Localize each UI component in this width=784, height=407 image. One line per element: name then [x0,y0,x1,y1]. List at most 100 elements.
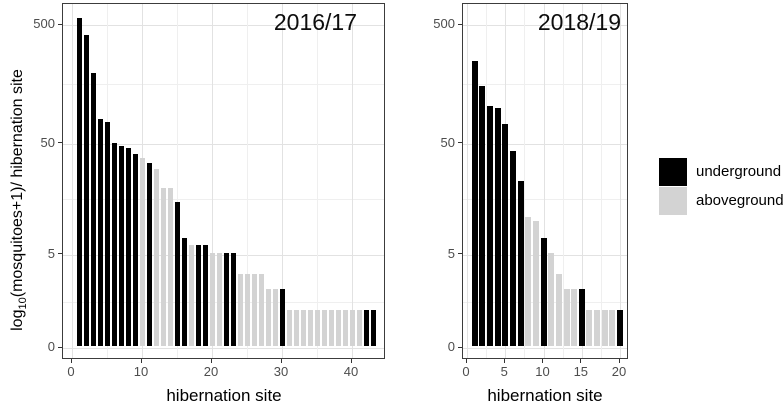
bar-site-18-underground [195,244,201,346]
bar-site-28-aboveground [265,288,271,346]
bar-site-17-aboveground [188,244,194,346]
y-axis-title-subscript: 10 [17,297,30,310]
minor-gridline-x [317,4,318,358]
bar-site-41-aboveground [356,310,362,346]
minor-gridline-y [63,84,384,86]
bar-site-16-aboveground [586,310,593,346]
bar-site-18-aboveground [601,310,608,346]
bar-site-4-underground [97,119,103,346]
y-axis-title-rest: (mosquitoes+1)/ hibernation site [8,69,26,298]
bar-site-12-aboveground [555,274,562,346]
bar-site-11-aboveground [548,252,555,346]
x-axis-title-left: hibernation site [166,386,282,405]
major-gridline-x [543,4,545,358]
bar-site-31-aboveground [286,310,292,346]
minor-gridline-y [63,199,384,201]
bar-site-10-aboveground [139,158,145,346]
bar-site-9-aboveground [532,221,539,346]
bar-site-2-underground [83,34,89,346]
bar-site-29-aboveground [272,288,278,346]
bar-site-16-underground [181,238,187,346]
bar-site-3-underground [90,73,96,346]
x-tick-label: 0 [67,364,75,379]
major-gridline-x [581,4,583,358]
y-tick-label: 50 [40,134,55,150]
x-tick-label: 10 [133,364,149,379]
y-tick-mark [458,346,462,348]
major-gridline-y [463,143,627,145]
y-tick-mark [458,253,462,255]
bar-site-5-underground [502,123,509,346]
bar-site-35-aboveground [314,310,320,346]
x-tick-label: 20 [611,364,627,379]
bar-site-9-underground [132,154,138,346]
bar-site-6-underground [509,150,516,346]
bar-site-34-aboveground [307,310,313,346]
major-gridline-y [63,348,384,349]
legend-label-underground: underground [696,163,782,180]
x-tick-label: 10 [535,364,550,379]
bar-site-25-aboveground [244,274,250,346]
legend-swatch-underground [659,158,687,186]
bar-site-39-aboveground [342,310,348,346]
x-tick-mark [618,359,620,363]
minor-gridline-y [463,84,627,86]
x-tick-label: 0 [462,364,470,379]
y-tick-label: 0 [447,339,455,354]
y-axis-title: log10(mosquitoes+1)/ hibernation site [9,69,29,331]
major-gridline-y [63,25,384,27]
bar-site-43-underground [370,310,376,346]
plot-panel-2018-19: 2018/19 [462,3,628,359]
bar-site-21-aboveground [216,252,222,346]
bar-site-2-underground [479,86,486,346]
x-tick-mark [280,359,282,363]
x-tick-mark [503,359,505,363]
x-tick-label: 5 [500,364,508,379]
bar-site-14-aboveground [571,288,578,346]
legend-swatch-aboveground [659,187,687,215]
x-tick-mark [70,359,72,363]
bar-site-32-aboveground [293,310,299,346]
bar-site-1-underground [76,18,82,346]
bar-site-37-aboveground [328,310,334,346]
bar-site-6-underground [111,142,117,346]
x-tick-mark [140,359,142,363]
bar-site-19-aboveground [609,310,616,346]
y-tick-mark [58,142,62,144]
y-tick-label: 5 [447,245,455,261]
bar-site-8-aboveground [525,216,532,346]
legend: underground aboveground [659,158,784,218]
minor-gridline-x [600,4,602,358]
bar-site-14-aboveground [167,187,173,346]
x-tick-label: 40 [343,364,359,379]
bar-site-23-underground [230,252,236,346]
bar-site-12-aboveground [153,169,159,346]
bar-site-42-underground [363,310,369,346]
bar-site-15-underground [174,202,180,346]
bar-site-38-aboveground [335,310,341,346]
minor-gridline-x [562,4,564,358]
bar-site-15-underground [578,288,585,346]
y-tick-label: 0 [47,339,55,354]
minor-gridline-y [463,199,627,201]
bar-site-11-underground [146,162,152,346]
major-gridline-x [467,4,468,358]
bar-site-40-aboveground [349,310,355,346]
major-gridline-y [63,143,384,145]
minor-gridline-x [177,4,178,358]
major-gridline-x [72,4,73,358]
y-tick-mark [58,346,62,348]
bar-site-33-aboveground [300,310,306,346]
x-tick-label: 30 [273,364,289,379]
bar-site-4-underground [494,107,501,346]
y-tick-label: 5 [47,245,55,261]
major-gridline-x [352,4,353,358]
bar-site-36-aboveground [321,310,327,346]
bar-site-1-underground [471,61,478,346]
legend-label-aboveground: aboveground [696,192,784,209]
bar-site-13-aboveground [563,288,570,346]
bar-site-30-underground [279,288,285,346]
plot-panel-2016-17: 2016/17 [62,3,385,359]
x-tick-mark [580,359,582,363]
